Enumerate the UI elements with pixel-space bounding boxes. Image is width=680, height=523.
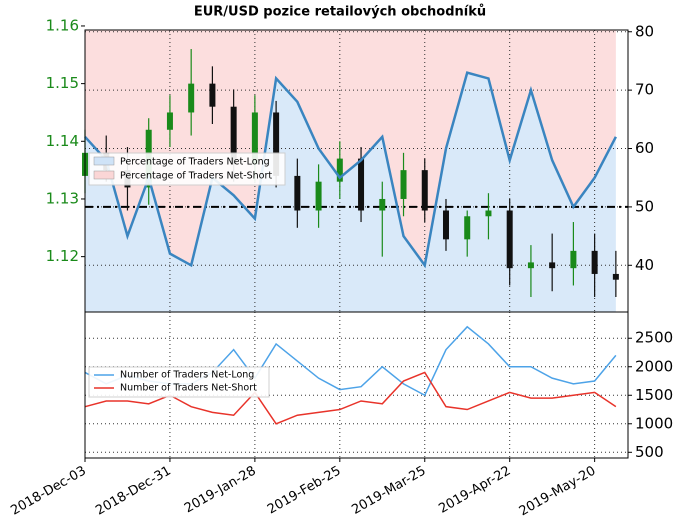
y2-tick-label: 60 <box>635 139 654 157</box>
y2-tick-label: 50 <box>635 197 654 215</box>
legend-box <box>88 366 270 398</box>
legend: Percentage of Traders Net-Long Percentage… <box>88 152 286 186</box>
legend-label: Number of Traders Net-Short <box>120 383 257 394</box>
legend-swatch <box>93 156 115 166</box>
candle-body <box>421 170 428 211</box>
y2-tick-label: 40 <box>635 256 654 274</box>
candle-body <box>315 181 322 211</box>
candle-body <box>230 106 237 165</box>
y-tick-label: 1.13 <box>46 189 79 207</box>
percentage-line <box>84 71 617 269</box>
x-tick-label: 2019-Feb-25 <box>265 464 344 518</box>
candle-body <box>209 83 216 107</box>
candle-body <box>485 210 492 217</box>
candle-body <box>570 250 577 269</box>
y-tick-label: 2500 <box>635 329 673 347</box>
candle-body <box>400 170 407 199</box>
net-short-area <box>85 30 616 266</box>
x-tick-label: 2018-Dec-31 <box>93 464 173 519</box>
x-tick-label: 2018-Dec-03 <box>8 464 88 519</box>
candle-body <box>251 112 258 165</box>
candle-body <box>358 158 365 211</box>
y2-tick-label: 80 <box>635 22 654 40</box>
y-tick-label: 1.14 <box>46 132 79 150</box>
legend-label: Number of Traders Net-Long <box>120 370 254 381</box>
legend-box <box>88 152 286 186</box>
candle-body <box>506 210 513 269</box>
y2-tick-label: 70 <box>635 81 654 99</box>
legend-label: Percentage of Traders Net-Long <box>120 157 270 168</box>
x-tick-label: 2019-Mar-25 <box>349 464 428 518</box>
y-tick-label: 500 <box>635 443 664 461</box>
candle-body <box>591 250 598 274</box>
candle-body <box>166 112 173 130</box>
y-tick-label: 1.16 <box>46 16 79 34</box>
legend-label: Percentage of Traders Net-Short <box>120 171 272 182</box>
y-tick-label: 1.12 <box>46 247 79 265</box>
y-tick-label: 1500 <box>635 386 673 404</box>
x-tick-label: 2019-Apr-22 <box>436 464 513 517</box>
candle-body <box>464 216 471 240</box>
candle-body <box>188 83 195 113</box>
y-tick-label: 1.15 <box>46 74 79 92</box>
x-tick-label: 2019-May-20 <box>517 464 599 519</box>
candle-body <box>294 175 301 211</box>
candle-body <box>273 112 280 176</box>
candle-body <box>549 262 556 269</box>
y-tick-label: 1000 <box>635 414 673 432</box>
candle-body <box>336 158 343 182</box>
candle-body <box>442 210 449 240</box>
legend: Number of Traders Net-Long Number of Trad… <box>88 366 270 398</box>
candle-body <box>379 198 386 211</box>
net-long-area <box>85 72 616 312</box>
legend-swatch <box>93 170 115 180</box>
candle-body <box>527 262 534 269</box>
plot-frame <box>84 311 629 459</box>
x-tick-label: 2019-Jan-28 <box>182 464 259 517</box>
candle-body <box>612 273 619 280</box>
y-tick-label: 2000 <box>635 357 673 375</box>
chart-title: EUR/USD pozice retailových obchodníků <box>194 5 486 20</box>
